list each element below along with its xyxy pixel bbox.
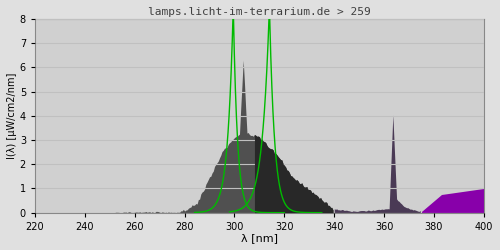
- Y-axis label: I(λ) [µW/cm2/nm]: I(λ) [µW/cm2/nm]: [7, 73, 17, 159]
- Title: lamps.licht-im-terrarium.de > 259: lamps.licht-im-terrarium.de > 259: [148, 7, 371, 17]
- X-axis label: λ [nm]: λ [nm]: [241, 233, 278, 243]
